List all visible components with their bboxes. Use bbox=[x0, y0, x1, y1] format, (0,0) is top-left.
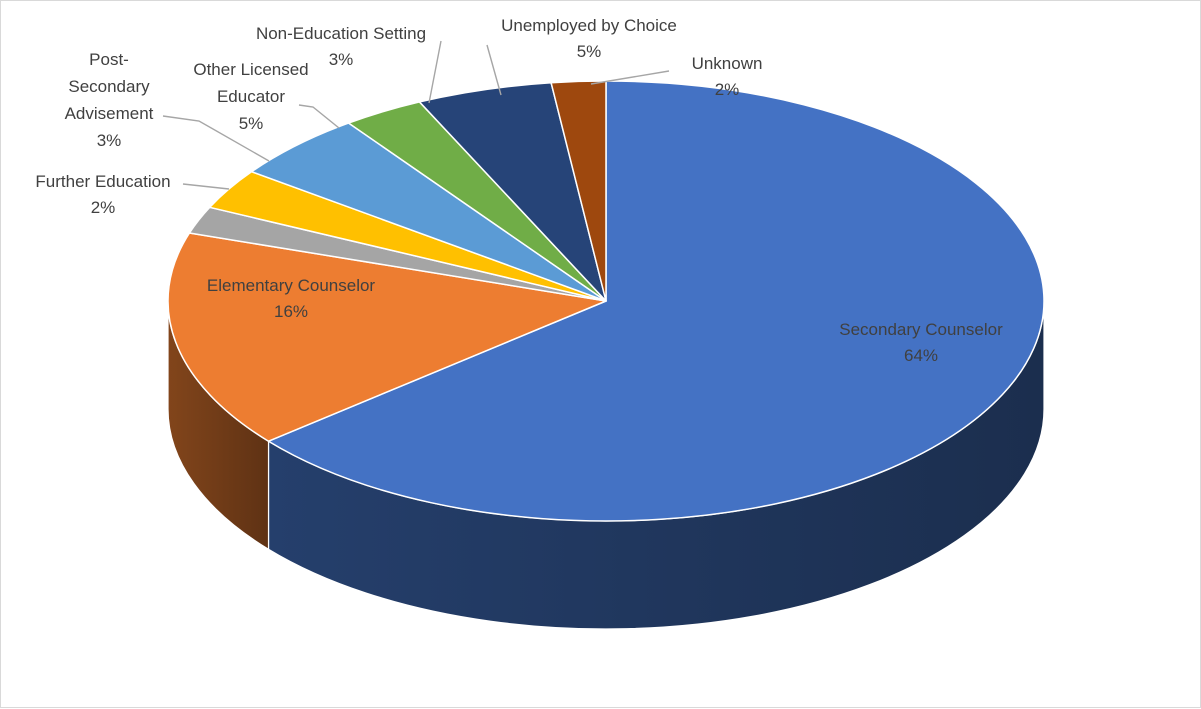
data-label-elementary-counselor: Elementary Counselor 16% bbox=[207, 276, 376, 321]
data-label-unknown: Unknown 2% bbox=[692, 54, 763, 99]
data-label-line: Elementary Counselor bbox=[207, 276, 376, 295]
leader-line-further-education bbox=[182, 183, 230, 190]
data-labels: Secondary Counselor 64% Elementary Counsel… bbox=[35, 16, 1003, 365]
pie-top-faces bbox=[167, 80, 1045, 522]
data-label-other-licensed-educator: Other Licensed Educator 5% bbox=[193, 60, 308, 133]
data-label-line: 2% bbox=[91, 198, 116, 217]
data-label-line: 2% bbox=[715, 80, 740, 99]
data-label-line: 16% bbox=[274, 302, 308, 321]
data-label-post-secondary-advisement: Post- Secondary Advisement 3% bbox=[65, 50, 154, 150]
data-label-line: 5% bbox=[577, 42, 602, 61]
data-label-line: Further Education bbox=[35, 172, 170, 191]
slice-elementary-counselor bbox=[167, 232, 607, 442]
data-label-line: 3% bbox=[329, 50, 354, 69]
leader-line-non-education-setting bbox=[428, 40, 442, 104]
data-label-line: Unemployed by Choice bbox=[501, 16, 677, 35]
data-label-unemployed-by-choice: Unemployed by Choice 5% bbox=[501, 16, 677, 61]
data-label-further-education: Further Education 2% bbox=[35, 172, 170, 217]
data-label-line: Post- bbox=[89, 50, 129, 69]
data-label-line: Other Licensed bbox=[193, 60, 308, 79]
slice-secondary-counselor bbox=[267, 80, 1045, 522]
data-label-line: Unknown bbox=[692, 54, 763, 73]
leader-line-post-secondary-advisement bbox=[162, 115, 270, 162]
data-label-line: Secondary Counselor bbox=[839, 320, 1003, 339]
data-label-line: Educator bbox=[217, 87, 285, 106]
data-label-line: Advisement bbox=[65, 104, 154, 123]
data-label-non-education-setting: Non-Education Setting 3% bbox=[256, 24, 426, 69]
leader-line-unemployed-by-choice bbox=[486, 44, 502, 96]
data-label-line: 5% bbox=[239, 114, 264, 133]
data-label-line: Secondary bbox=[68, 77, 150, 96]
leader-line-other-licensed-educator bbox=[298, 104, 340, 129]
data-label-secondary-counselor: Secondary Counselor 64% bbox=[839, 320, 1003, 365]
leader-lines bbox=[162, 40, 670, 190]
data-label-line: 64% bbox=[904, 346, 938, 365]
leader-line-unknown bbox=[590, 70, 670, 85]
data-label-line: Non-Education Setting bbox=[256, 24, 426, 43]
data-label-line: 3% bbox=[97, 131, 122, 150]
